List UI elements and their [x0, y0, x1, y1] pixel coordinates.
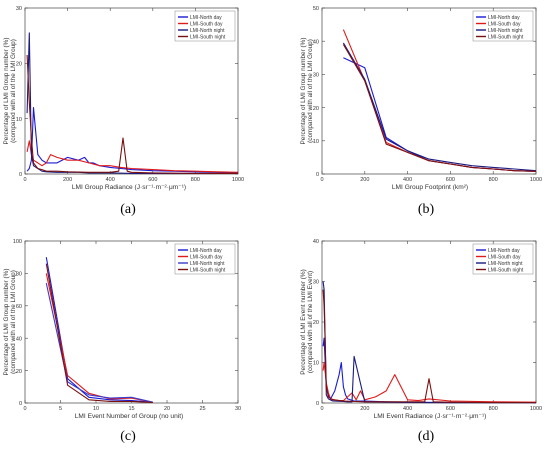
- y-tick-label: 10: [313, 139, 319, 145]
- y-axis-label: Percentage of LMI Group number (%): [3, 38, 10, 145]
- legend-entry: LMI-North night: [488, 261, 523, 267]
- panel-label: (b): [418, 202, 435, 217]
- x-tick-label: 0: [23, 177, 26, 183]
- y-tick-label: 50: [313, 6, 319, 12]
- legend-entry: LMI-North night: [488, 28, 523, 34]
- x-tick-label: 600: [148, 177, 157, 183]
- y-tick-label: 80: [16, 272, 22, 278]
- y-tick-label: 40: [16, 336, 22, 342]
- series-line-4: [45, 263, 153, 404]
- y-tick-label: 10: [16, 117, 22, 123]
- x-tick-label: 400: [403, 177, 412, 183]
- x-tick-label: 200: [360, 177, 369, 183]
- y-tick-label: 0: [19, 172, 22, 178]
- series-line-4: [342, 44, 537, 172]
- x-tick-label: 25: [199, 406, 205, 412]
- x-tick-label: 15: [128, 406, 134, 412]
- y-tick-label: 30: [313, 280, 319, 286]
- x-tick-label: 200: [63, 177, 72, 183]
- y-tick-label: 0: [19, 401, 22, 407]
- y-tick-label: 100: [13, 239, 22, 245]
- x-tick-label: 1000: [232, 177, 244, 183]
- x-tick-label: 10: [93, 406, 99, 412]
- x-axis-label: LMI Group Radiance (J·sr⁻¹·m⁻²·μm⁻¹): [72, 184, 186, 191]
- y-axis-label: Percentage of LMI Group number (%): [3, 269, 10, 376]
- x-axis-label: LMI Event Radiance (J·sr⁻¹·m⁻²·μm⁻¹): [374, 413, 487, 420]
- y-tick-label: 40: [313, 239, 319, 245]
- y-tick-label: 20: [16, 369, 22, 375]
- panel-label: (d): [418, 429, 435, 444]
- series-line-3: [342, 42, 537, 172]
- y-axis-label: (compared with all of the LMI Group): [10, 39, 17, 143]
- x-tick-label: 20: [164, 406, 170, 412]
- y-axis-label: (compared with all of the LMI Group): [307, 39, 314, 143]
- legend-entry: LMI-South day: [190, 254, 223, 260]
- legend-entry: LMI-South day: [190, 21, 223, 27]
- chart-panel-1: 0 10 20 30 0 200 400 600 800 1000 LMI Group Radian…: [3, 6, 244, 217]
- legend-box: [472, 243, 534, 275]
- y-tick-label: 10: [313, 361, 319, 367]
- y-tick-label: 20: [16, 62, 22, 68]
- chart-panel-3: 0 20 40 60 80 100 0 5 10 15 20 25 30 LMI Event Number…: [3, 239, 241, 444]
- x-tick-label: 800: [191, 177, 200, 183]
- y-tick-label: 30: [313, 73, 319, 79]
- y-tick-label: 20: [313, 320, 319, 326]
- chart-panel-2: 0 10 20 30 40 50 0 200 400 600 800 1000 LMI Group Fo…: [300, 6, 542, 217]
- legend-entry: LMI-North day: [488, 15, 520, 21]
- series-line-4: [322, 289, 536, 404]
- panel-label: (c): [120, 429, 136, 444]
- y-axis-label: (compared with all of the LMI Event): [307, 271, 314, 373]
- series-line-2: [26, 140, 239, 173]
- y-tick-label: 30: [16, 6, 22, 12]
- legend-entry: LMI-South night: [190, 34, 226, 40]
- y-tick-label: 0: [316, 172, 319, 178]
- y-axis-label: Percentage of LMI Group number (%): [300, 38, 307, 145]
- x-tick-label: 0: [320, 177, 323, 183]
- x-axis-label: LMI Event Number of Group (no unit): [75, 413, 183, 420]
- series-line-4: [26, 54, 238, 174]
- x-tick-label: 0: [320, 406, 323, 412]
- y-axis-label: Percentage of LMI Event number (%): [300, 269, 307, 375]
- x-tick-label: 30: [235, 406, 241, 412]
- x-tick-label: 5: [59, 406, 62, 412]
- x-tick-label: 800: [489, 177, 498, 183]
- x-axis-label: LMI Group Footprint (km²): [392, 184, 468, 191]
- x-tick-label: 400: [106, 177, 115, 183]
- y-tick-label: 0: [316, 401, 319, 407]
- legend-entry: LMI-South day: [488, 254, 521, 260]
- x-tick-label: 200: [360, 406, 369, 412]
- legend-entry: LMI-North day: [488, 248, 520, 254]
- x-tick-label: 400: [403, 406, 412, 412]
- legend-entry: LMI-South night: [190, 267, 226, 273]
- y-tick-label: 20: [313, 106, 319, 112]
- legend-entry: LMI-North night: [190, 28, 225, 34]
- y-tick-label: 40: [313, 39, 319, 45]
- panel-label: (a): [120, 202, 136, 217]
- series-line-3: [322, 281, 536, 404]
- legend-entry: LMI-South night: [488, 34, 524, 40]
- legend-entry: LMI-North day: [190, 15, 222, 21]
- legend-entry: LMI-North day: [190, 248, 222, 254]
- legend-entry: LMI-South day: [488, 21, 521, 27]
- y-axis-label: (compared with all of the LMI Group): [10, 270, 17, 374]
- x-tick-label: 600: [446, 177, 455, 183]
- x-tick-label: 1000: [530, 406, 542, 412]
- y-tick-label: 60: [16, 304, 22, 310]
- x-tick-label: 600: [446, 406, 455, 412]
- series-line-1: [26, 107, 239, 174]
- legend-entry: LMI-North night: [190, 261, 225, 267]
- x-tick-label: 800: [489, 406, 498, 412]
- x-tick-label: 0: [23, 406, 26, 412]
- legend-entry: LMI-South night: [488, 267, 524, 273]
- x-tick-label: 1000: [530, 177, 542, 183]
